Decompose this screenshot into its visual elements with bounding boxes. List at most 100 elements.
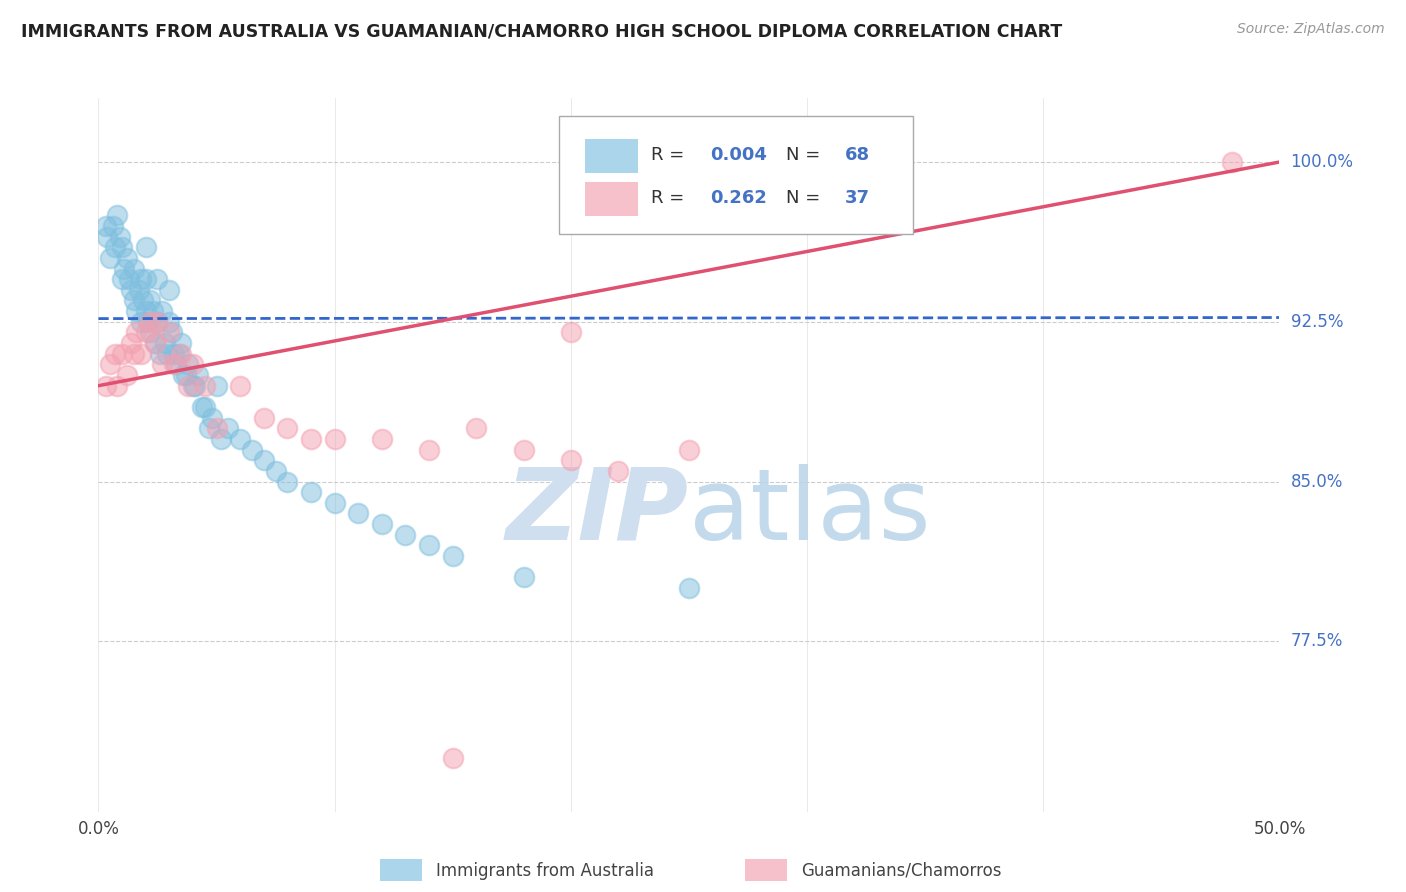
Text: 37: 37 — [845, 189, 870, 207]
Point — [139, 315, 162, 329]
Point — [146, 315, 169, 329]
Text: 85.0%: 85.0% — [1291, 473, 1343, 491]
Point — [240, 442, 263, 457]
Text: 68: 68 — [845, 146, 870, 164]
Point — [94, 219, 117, 233]
Point — [276, 421, 298, 435]
Point — [512, 570, 534, 584]
Point — [135, 240, 157, 254]
Point — [157, 315, 180, 329]
Point — [163, 347, 186, 361]
Point — [149, 347, 172, 361]
Point — [276, 475, 298, 489]
Point — [132, 293, 155, 308]
Point — [607, 464, 630, 478]
Point — [139, 293, 162, 308]
Text: R =: R = — [651, 146, 690, 164]
Point — [105, 378, 128, 392]
Point — [253, 410, 276, 425]
Text: 77.5%: 77.5% — [1291, 632, 1343, 650]
Point — [229, 432, 252, 446]
Point — [371, 432, 394, 446]
Point — [104, 347, 127, 361]
Point — [441, 751, 464, 765]
Point — [253, 453, 276, 467]
Point — [181, 378, 204, 392]
Point — [201, 410, 224, 425]
Text: 0.004: 0.004 — [710, 146, 768, 164]
Point — [111, 240, 134, 254]
Text: Source: ZipAtlas.com: Source: ZipAtlas.com — [1237, 22, 1385, 37]
Point — [560, 453, 582, 467]
Text: Guamanians/Chamorros: Guamanians/Chamorros — [801, 862, 1002, 880]
Bar — [585, 182, 638, 216]
Point — [156, 347, 179, 361]
Point — [121, 336, 143, 351]
Point — [146, 315, 169, 329]
Point — [347, 507, 370, 521]
Point — [165, 358, 187, 372]
Point — [167, 347, 190, 361]
Point — [465, 421, 488, 435]
Point — [194, 400, 217, 414]
Point — [172, 368, 194, 382]
Text: 0.262: 0.262 — [710, 189, 768, 207]
Point — [157, 283, 180, 297]
Point — [122, 261, 145, 276]
Point — [122, 347, 145, 361]
Point — [136, 315, 159, 329]
Point — [191, 400, 214, 414]
Point — [96, 229, 118, 244]
Point — [157, 326, 180, 340]
Point — [125, 326, 148, 340]
Point — [150, 304, 173, 318]
Point — [371, 517, 394, 532]
Point — [122, 293, 145, 308]
Point — [135, 272, 157, 286]
Point — [115, 368, 138, 382]
Point — [115, 251, 138, 265]
Point — [98, 251, 121, 265]
Point — [128, 283, 150, 297]
Point — [299, 432, 322, 446]
Point — [394, 528, 416, 542]
Point — [1220, 155, 1243, 169]
Point — [146, 272, 169, 286]
Point — [264, 464, 287, 478]
Point — [129, 347, 152, 361]
Point — [108, 229, 131, 244]
Point — [98, 358, 121, 372]
Point — [174, 368, 197, 382]
Point — [139, 326, 162, 340]
Text: N =: N = — [786, 146, 825, 164]
Point — [177, 358, 200, 372]
Point — [104, 240, 127, 254]
Point — [129, 272, 152, 286]
Text: atlas: atlas — [689, 464, 931, 560]
Point — [121, 283, 143, 297]
Point — [163, 358, 186, 372]
Point — [94, 378, 117, 392]
Point — [205, 421, 228, 435]
Point — [129, 315, 152, 329]
Point — [111, 347, 134, 361]
Point — [678, 442, 700, 457]
Point — [678, 581, 700, 595]
Point — [194, 378, 217, 392]
Point — [142, 304, 165, 318]
Point — [170, 336, 193, 351]
Point — [299, 485, 322, 500]
Point — [118, 272, 141, 286]
Text: ZIP: ZIP — [506, 464, 689, 560]
Point — [170, 347, 193, 361]
Point — [160, 326, 183, 340]
Point — [187, 368, 209, 382]
Point — [105, 208, 128, 222]
Text: 92.5%: 92.5% — [1291, 313, 1343, 331]
Point — [217, 421, 239, 435]
Text: N =: N = — [786, 189, 825, 207]
Point — [135, 304, 157, 318]
Point — [125, 304, 148, 318]
Point — [143, 336, 166, 351]
Point — [111, 272, 134, 286]
